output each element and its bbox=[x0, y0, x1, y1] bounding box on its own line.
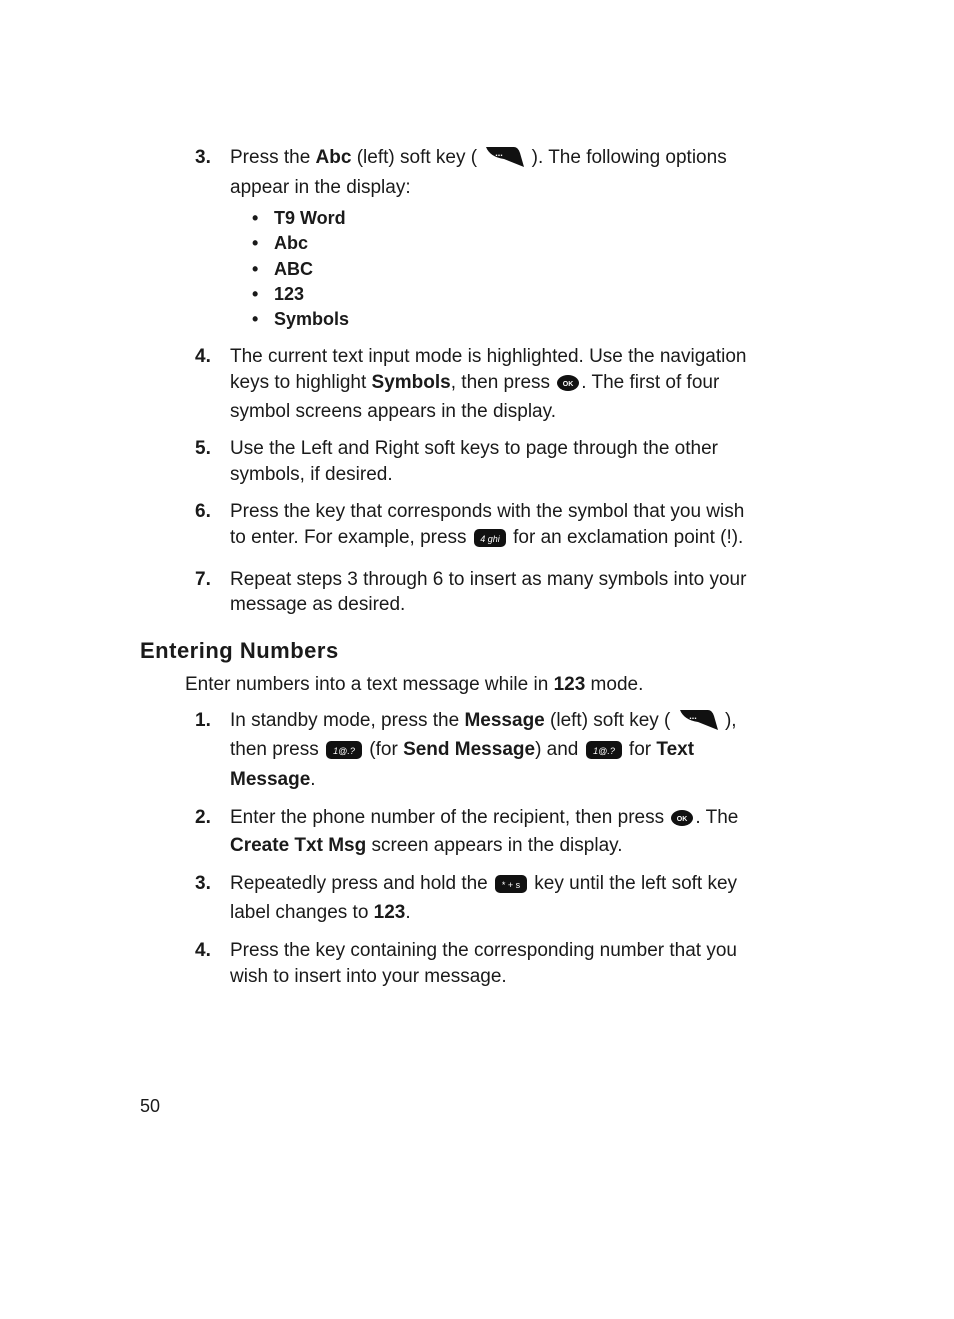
option-abc-upper: ABC bbox=[252, 257, 759, 282]
softkey-label: ... bbox=[689, 711, 697, 721]
text: Enter the phone number of the recipient,… bbox=[230, 807, 669, 828]
text: , then press bbox=[451, 372, 556, 393]
option-t9word: T9 Word bbox=[252, 206, 759, 231]
ok-label: OK bbox=[563, 381, 574, 388]
bold: Message bbox=[464, 710, 544, 731]
step-number: 3. bbox=[195, 871, 211, 897]
key-label: 1@.? bbox=[593, 746, 615, 756]
intro-text: Enter numbers into a text message while … bbox=[185, 672, 759, 698]
bold: Abc bbox=[316, 147, 352, 168]
step-number: 3. bbox=[195, 145, 211, 171]
step-number: 4. bbox=[195, 938, 211, 964]
section-heading: Entering Numbers bbox=[140, 638, 759, 664]
step-4: 4. The current text input mode is highli… bbox=[140, 344, 759, 424]
text: . The bbox=[695, 807, 738, 828]
step-number: 6. bbox=[195, 499, 211, 525]
option-symbols: Symbols bbox=[252, 307, 759, 332]
step-b1: 1. In standby mode, press the Message (l… bbox=[140, 708, 759, 793]
text: (for bbox=[364, 739, 403, 760]
key-4-icon: 4 ghi bbox=[474, 529, 506, 555]
step-number: 5. bbox=[195, 436, 211, 462]
steps-list-bottom: 1. In standby mode, press the Message (l… bbox=[140, 708, 759, 990]
step-b4: 4. Press the key containing the correspo… bbox=[140, 938, 759, 989]
ok-key-icon: OK bbox=[557, 373, 579, 399]
text: In standby mode, press the bbox=[230, 710, 464, 731]
step-b2: 2. Enter the phone number of the recipie… bbox=[140, 805, 759, 859]
step-3: 3. Press the Abc (left) soft key ( ... )… bbox=[140, 145, 759, 332]
left-softkey-icon: ... bbox=[678, 708, 718, 738]
text: Press the key containing the correspondi… bbox=[230, 940, 737, 987]
bold: 123 bbox=[374, 902, 406, 923]
softkey-label: ... bbox=[496, 148, 504, 158]
key-label: 1@.? bbox=[333, 746, 355, 756]
text: for bbox=[624, 739, 657, 760]
text: screen appears in the display. bbox=[366, 835, 622, 856]
bold: 123 bbox=[554, 674, 586, 695]
text: (left) soft key ( bbox=[545, 710, 676, 731]
text: mode. bbox=[585, 674, 643, 695]
key-label: 4 ghi bbox=[480, 534, 501, 544]
manual-page: 3. Press the Abc (left) soft key ( ... )… bbox=[0, 0, 954, 1319]
left-softkey-icon: ... bbox=[484, 145, 524, 175]
text: Repeat steps 3 through 6 to insert as ma… bbox=[230, 569, 746, 616]
ok-label: OK bbox=[677, 816, 688, 823]
steps-list-top: 3. Press the Abc (left) soft key ( ... )… bbox=[140, 145, 759, 618]
step-7: 7. Repeat steps 3 through 6 to insert as… bbox=[140, 567, 759, 618]
text: Enter numbers into a text message while … bbox=[185, 674, 554, 695]
text: (left) soft key ( bbox=[351, 147, 482, 168]
page-number: 50 bbox=[140, 1096, 160, 1117]
star-key-icon: * + s bbox=[495, 875, 527, 901]
key-label: * + s bbox=[502, 880, 521, 890]
step-number: 2. bbox=[195, 805, 211, 831]
step-5: 5. Use the Left and Right soft keys to p… bbox=[140, 436, 759, 487]
text: for an exclamation point (!). bbox=[508, 527, 744, 548]
step-number: 1. bbox=[195, 708, 211, 734]
step-number: 7. bbox=[195, 567, 211, 593]
options-list: T9 Word Abc ABC 123 Symbols bbox=[252, 206, 759, 332]
option-abc-lower: Abc bbox=[252, 231, 759, 256]
key-1-icon: 1@.? bbox=[326, 741, 362, 767]
text: . bbox=[310, 769, 315, 790]
key-1-icon: 1@.? bbox=[586, 741, 622, 767]
bold: Create Txt Msg bbox=[230, 835, 366, 856]
step-6: 6. Press the key that corresponds with t… bbox=[140, 499, 759, 554]
step-number: 4. bbox=[195, 344, 211, 370]
text: Use the Left and Right soft keys to page… bbox=[230, 438, 718, 485]
option-123: 123 bbox=[252, 282, 759, 307]
text: Press the bbox=[230, 147, 316, 168]
bold: Send Message bbox=[403, 739, 535, 760]
ok-key-icon: OK bbox=[671, 808, 693, 834]
bold: Symbols bbox=[372, 372, 451, 393]
text: . bbox=[405, 902, 410, 923]
text: ) and bbox=[535, 739, 584, 760]
step-b3: 3. Repeatedly press and hold the * + s k… bbox=[140, 871, 759, 926]
text: Repeatedly press and hold the bbox=[230, 873, 493, 894]
